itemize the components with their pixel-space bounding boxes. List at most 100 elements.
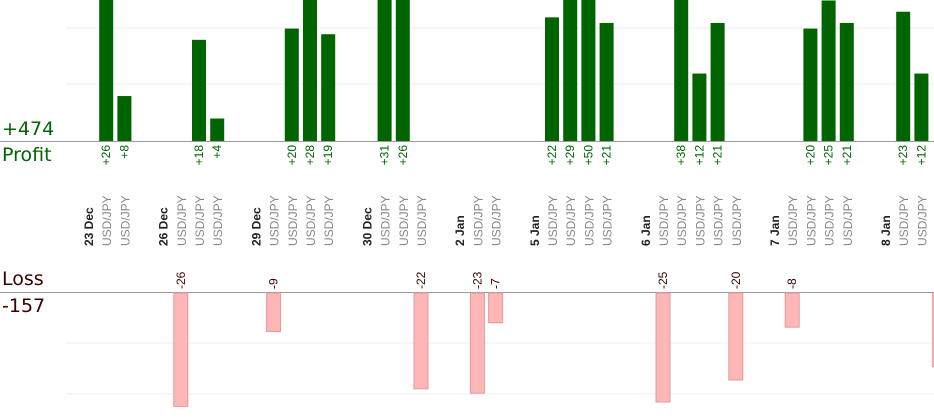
profit-bar — [377, 0, 392, 141]
loss-label: Loss — [2, 268, 44, 290]
pair-label: USD/JPY — [397, 195, 411, 246]
profit-value-label: +8 — [117, 145, 131, 159]
profit-value-label: +19 — [321, 145, 335, 166]
pair-label: USD/JPY — [582, 195, 596, 246]
profit-bar — [395, 0, 410, 141]
pair-label: USD/JPY — [730, 195, 744, 246]
profit-value-label: +26 — [396, 145, 410, 166]
profit-bar — [210, 118, 225, 141]
date-label: 8 Jan — [879, 215, 893, 246]
pair-label: USD/JPY — [693, 195, 707, 246]
pair-label: USD/JPY — [268, 195, 282, 246]
profit-value-label: +20 — [285, 145, 299, 166]
profit-label: Profit — [2, 144, 52, 166]
loss-value-label: -9 — [267, 278, 281, 289]
profit-value-label: +22 — [545, 145, 559, 166]
loss-value-label: -22 — [414, 271, 428, 289]
date-label: 6 Jan — [639, 215, 653, 246]
date-label: 26 Dec — [157, 207, 171, 246]
pair-label: USD/JPY — [193, 195, 207, 246]
profit-bar — [914, 73, 929, 141]
pair-label: USD/JPY — [675, 195, 689, 246]
date-label: 23 Dec — [82, 207, 96, 246]
pair-label: USD/JPY — [304, 195, 318, 246]
loss-value-label: -26 — [174, 271, 188, 289]
loss-value-label: -17 — [933, 271, 934, 289]
pair-label: USD/JPY — [286, 195, 300, 246]
loss-bar — [728, 292, 744, 381]
profit-value-label: +28 — [303, 145, 317, 166]
profit-bar — [192, 39, 206, 142]
profit-value-label: +25 — [822, 145, 836, 166]
profit-bar — [710, 22, 725, 142]
pair-label: USD/JPY — [897, 195, 911, 246]
pair-label: USD/JPY — [490, 195, 504, 246]
date-label: 30 Dec — [360, 207, 374, 246]
date-label: 5 Jan — [528, 215, 542, 246]
loss-bar — [932, 292, 934, 368]
pair-label: USD/JPY — [804, 195, 818, 246]
pair-label: USD/JPY — [786, 195, 800, 246]
date-label: 7 Jan — [768, 215, 782, 246]
loss-bar — [469, 292, 485, 394]
loss-bar — [784, 292, 800, 328]
pair-label: USD/JPY — [841, 195, 855, 246]
profit-bar — [284, 28, 299, 142]
profit-value-label: +4 — [210, 145, 224, 159]
loss-value-label: -23 — [470, 271, 484, 289]
loss-value-label: -7 — [489, 278, 503, 289]
profit-value-label: +23 — [896, 145, 910, 166]
pair-label: USD/JPY — [601, 195, 615, 246]
pair-label: USD/JPY — [379, 195, 393, 246]
loss-bar — [655, 292, 671, 403]
profit-bar — [545, 17, 559, 141]
profit-bar — [563, 0, 578, 141]
profit-bar — [692, 73, 707, 141]
pair-label: USD/JPY — [211, 195, 225, 246]
profit-bar — [303, 0, 317, 141]
profit-bar — [821, 0, 836, 141]
profit-value-label: +21 — [600, 145, 614, 166]
pair-label: USD/JPY — [322, 195, 336, 246]
loss-bar — [488, 292, 504, 324]
profit-total: +474 — [2, 118, 55, 140]
profit-bar — [599, 22, 614, 142]
profit-value-label: +18 — [192, 145, 206, 166]
profit-bar — [896, 11, 911, 141]
profit-bar — [674, 0, 689, 141]
pair-label: USD/JPY — [657, 195, 671, 246]
profit-value-label: +38 — [674, 145, 688, 166]
profit-value-label: +29 — [563, 145, 577, 166]
profit-value-label: +31 — [378, 145, 392, 166]
profit-bar — [581, 0, 596, 141]
loss-total: -157 — [2, 295, 46, 317]
pair-label: USD/JPY — [100, 195, 114, 246]
pair-label: USD/JPY — [415, 195, 429, 246]
pair-label: USD/JPY — [118, 195, 132, 246]
profit-bar — [99, 0, 114, 141]
profit-bar — [321, 34, 336, 141]
profit-value-label: +26 — [99, 145, 113, 166]
profit-value-label: +50 — [581, 145, 595, 166]
pair-label: USD/JPY — [712, 195, 726, 246]
loss-value-label: -8 — [785, 278, 799, 289]
loss-bar — [266, 292, 282, 333]
pair-label: USD/JPY — [546, 195, 560, 246]
pair-label: USD/JPY — [471, 195, 485, 246]
pair-label: USD/JPY — [175, 195, 189, 246]
profit-value-label: +20 — [803, 145, 817, 166]
loss-value-label: -20 — [729, 271, 743, 289]
profit-bar — [803, 28, 818, 142]
pair-label: USD/JPY — [564, 195, 578, 246]
loss-value-label: -25 — [656, 271, 670, 289]
date-label: 29 Dec — [249, 207, 263, 246]
date-label: 2 Jan — [453, 215, 467, 246]
loss-bar — [413, 292, 429, 390]
profit-bar — [117, 96, 132, 141]
pair-label: USD/JPY — [823, 195, 837, 246]
profit-bar — [839, 22, 854, 142]
profit-value-label: +12 — [914, 145, 928, 166]
loss-bar — [173, 292, 189, 407]
profit-value-label: +21 — [711, 145, 725, 166]
